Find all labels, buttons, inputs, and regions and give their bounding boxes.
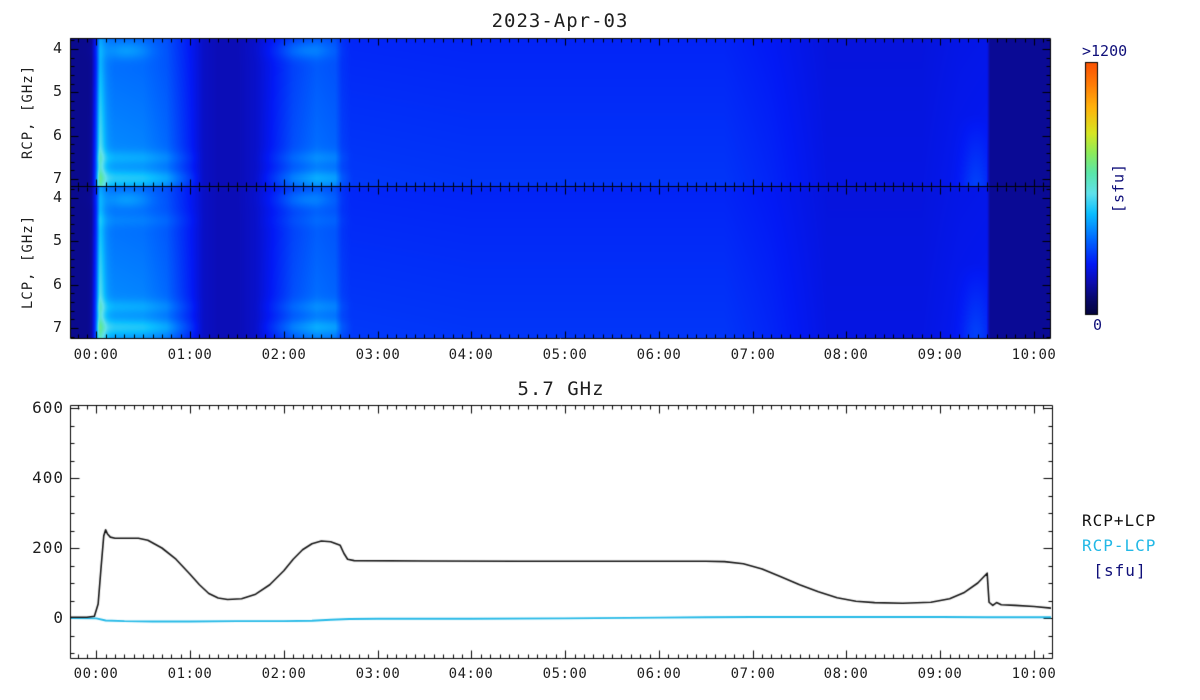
- spectrogram-time-tick-label: 04:00: [448, 347, 494, 363]
- rcp-axis-label: RCP, [GHz]: [20, 64, 36, 160]
- legend-units: [sfu]: [1093, 561, 1147, 580]
- spectrogram-time-tick-label: 02:00: [261, 347, 307, 363]
- spectrogram-time-tick-label: 06:00: [636, 347, 682, 363]
- flux-tick-label: 400: [32, 468, 64, 487]
- timeseries-time-tick-label: 07:00: [730, 666, 776, 682]
- timeseries-time-tick-label: 06:00: [636, 666, 682, 682]
- flux-tick-label: 200: [32, 538, 64, 557]
- lcp-freq-tick-label: 7: [52, 318, 62, 336]
- timeseries-time-tick-label: 08:00: [823, 666, 869, 682]
- timeseries-time-tick-label: 03:00: [355, 666, 401, 682]
- spectrogram-time-tick-label: 01:00: [167, 347, 213, 363]
- legend-rcp-plus-lcp: RCP+LCP: [1082, 511, 1157, 530]
- timeseries-time-tick-label: 00:00: [73, 666, 119, 682]
- lcp-axis-label: LCP, [GHz]: [20, 214, 36, 310]
- spectrogram-time-tick-label: 08:00: [823, 347, 869, 363]
- colorbar-units-label: [sfu]: [1109, 162, 1128, 214]
- lcp-freq-tick-label: 6: [52, 275, 62, 293]
- timeseries-time-tick-label: 09:00: [917, 666, 963, 682]
- rcp-freq-tick-label: 7: [52, 169, 62, 187]
- flux-tick-label: 0: [53, 608, 64, 627]
- lcp-freq-tick-label: 4: [52, 188, 62, 206]
- spectrogram-time-tick-label: 09:00: [917, 347, 963, 363]
- timeseries-time-tick-label: 05:00: [542, 666, 588, 682]
- rcp-freq-tick-label: 4: [52, 39, 62, 57]
- rcp-freq-tick-label: 6: [52, 126, 62, 144]
- spectrogram-time-tick-label: 10:00: [1011, 347, 1057, 363]
- timeseries-title: 5.7 GHz: [517, 378, 605, 400]
- spectrogram-time-tick-label: 03:00: [355, 347, 401, 363]
- spectrogram-time-tick-label: 00:00: [73, 347, 119, 363]
- timeseries-time-tick-label: 02:00: [261, 666, 307, 682]
- legend-rcp-minus-lcp: RCP-LCP: [1082, 536, 1157, 555]
- rcp-freq-tick-label: 5: [52, 82, 62, 100]
- colorbar-max-label: >1200: [1082, 42, 1128, 60]
- spectrogram-time-tick-label: 07:00: [730, 347, 776, 363]
- colorbar-min-label: 0: [1093, 316, 1103, 334]
- spectrogram-time-tick-label: 05:00: [542, 347, 588, 363]
- timeseries-time-tick-label: 04:00: [448, 666, 494, 682]
- timeseries-time-tick-label: 10:00: [1011, 666, 1057, 682]
- timeseries-time-tick-label: 01:00: [167, 666, 213, 682]
- lcp-freq-tick-label: 5: [52, 231, 62, 249]
- flux-tick-label: 600: [32, 398, 64, 417]
- spectrogram-title: 2023-Apr-03: [491, 10, 629, 32]
